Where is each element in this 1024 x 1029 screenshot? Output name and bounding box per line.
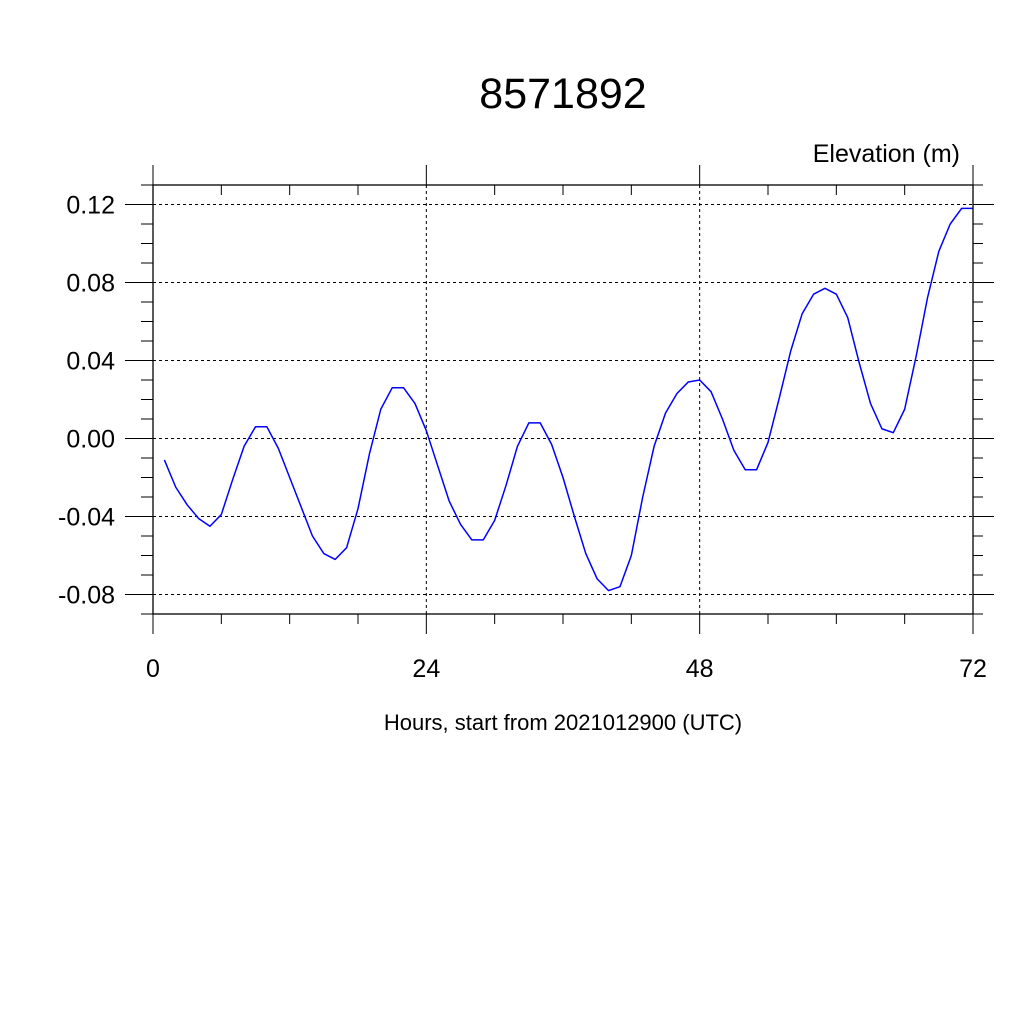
chart-title: 8571892 [479,70,646,118]
x-tick-label: 72 [959,655,987,683]
y-tick-label: 0.08 [66,270,115,298]
y-tick-label: 0.00 [66,426,115,454]
chart-subtitle: Elevation (m) [813,140,960,168]
x-tick-label: 24 [412,655,440,683]
series-layer [163,207,973,592]
axis-ticks [125,165,994,634]
y-tick-label: 0.04 [66,348,115,376]
x-tick-label: 48 [686,655,714,683]
series-line [163,207,973,592]
y-tick-label: -0.08 [58,582,115,610]
tick-labels: -0.08 -0.04 0.00 0.04 0.08 0.12 0 24 48 72 [58,192,987,684]
plot-frame [152,184,974,615]
x-tick-label: 0 [146,655,160,683]
y-tick-label: 0.12 [66,192,115,220]
grid-lines [152,185,974,614]
x-axis-label: Hours, start from 2021012900 (UTC) [384,710,742,735]
y-tick-label: -0.04 [58,504,115,532]
